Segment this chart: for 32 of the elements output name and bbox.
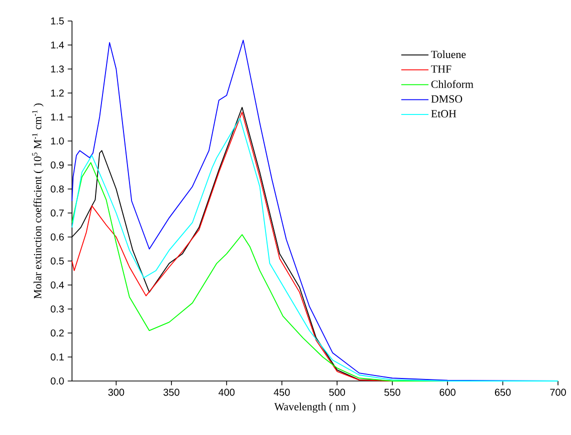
y-tick-label: 0.3 xyxy=(50,305,64,313)
x-tick-label: 350 xyxy=(163,388,180,396)
legend-label: Chloform xyxy=(431,80,474,88)
y-tick-label: 1.2 xyxy=(51,90,64,96)
legend-label: THF xyxy=(431,65,452,73)
x-tick-label: 500 xyxy=(329,388,346,396)
y-tick-label: 0.5 xyxy=(50,257,64,265)
y-tick-label: 0.1 xyxy=(50,353,64,361)
x-tick-label: 400 xyxy=(218,388,235,396)
legend-label: Toluene xyxy=(431,50,466,58)
y-tick-label: 1.4 xyxy=(51,42,64,48)
y-tick-label: 0.7 xyxy=(50,209,64,217)
y-tick-label: 1.1 xyxy=(51,114,64,120)
x-tick-label: 650 xyxy=(494,388,511,396)
legend-label: DMSO xyxy=(431,95,462,103)
y-tick-label: 1.3 xyxy=(51,65,64,73)
y-tick-label: 1.0 xyxy=(51,137,64,145)
y-tick-label: 0.0 xyxy=(50,377,64,385)
y-tick-label: 0.9 xyxy=(50,161,64,169)
x-tick-label: 700 xyxy=(550,388,566,396)
x-tick-label: 300 xyxy=(108,388,124,396)
y-tick-label: 0.6 xyxy=(50,233,64,241)
x-tick-label: 600 xyxy=(440,388,456,396)
y-tick-label: 0.4 xyxy=(50,281,64,289)
y-tick-label: 0.2 xyxy=(50,329,64,337)
y-tick-label: 0.8 xyxy=(50,185,64,193)
x-axis-title: Wavelength ( nm ) xyxy=(274,402,356,413)
legend-label: EtOH xyxy=(431,110,456,118)
x-tick-label: 550 xyxy=(384,388,400,396)
x-tick-label: 450 xyxy=(274,388,290,396)
y-tick-label: 1.5 xyxy=(51,18,64,24)
y-axis-title: Molar extinction coefficient ( 10$^{5}$ M$^{-1}$ cm$^{-1}$ ) xyxy=(32,104,44,299)
